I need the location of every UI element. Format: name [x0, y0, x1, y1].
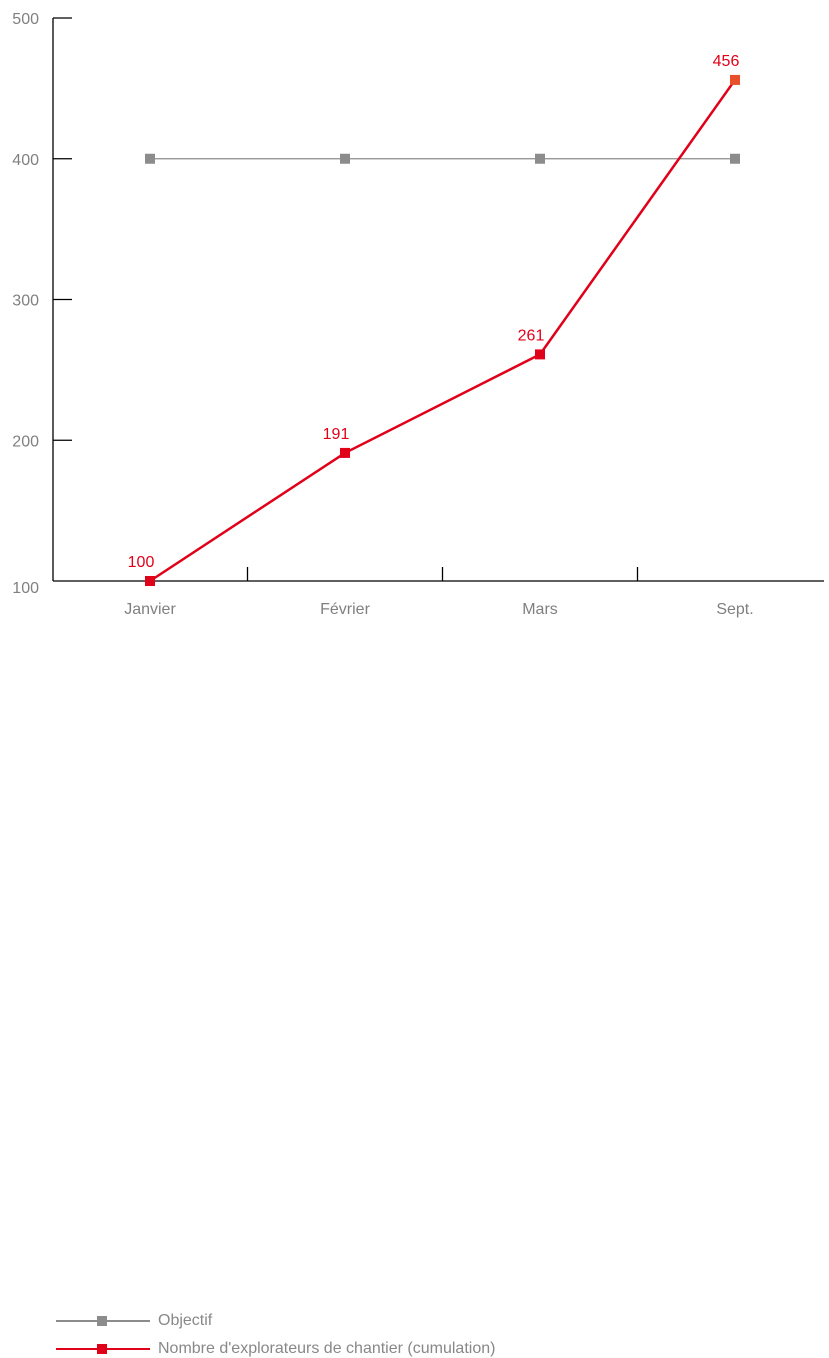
- data-point-0-3: [730, 153, 740, 164]
- x-tick-label: Mars: [522, 601, 558, 618]
- data-point-1-0: [145, 576, 155, 586]
- x-tick-label: Sept.: [716, 601, 753, 618]
- y-tick-label: 300: [12, 293, 39, 310]
- data-point-1-3: [730, 74, 740, 85]
- y-tick-label: 500: [12, 11, 39, 28]
- data-point-0-1: [340, 153, 350, 164]
- x-tick-label: Février: [320, 601, 370, 618]
- legend-label-objectif: Objectif: [158, 1312, 213, 1329]
- legend-item-explorateurs: Nombre d'explorateurs de chantier (cumul…: [56, 1339, 495, 1358]
- legend-marker-explorateurs: [97, 1344, 107, 1354]
- data-label-1-2: 261: [518, 327, 545, 344]
- series-line-1: [149, 79, 737, 583]
- data-label-1-0: 100: [128, 554, 155, 571]
- chart-canvas: 100 200 300 400 500 Janvier Février Mars Sept. 1…: [12, 11, 824, 618]
- legend-swatch-objectif: [56, 1311, 150, 1331]
- y-tick-label: 400: [12, 152, 39, 169]
- series-layer: 100 191 261 456: [128, 53, 740, 586]
- line-chart: 100 200 300 400 500 Janvier Février Mars Sept. 1…: [12, 11, 824, 1357]
- data-label-1-3: 456: [713, 53, 740, 70]
- axes: 100 200 300 400 500 Janvier Février Mars Sept.: [12, 11, 824, 618]
- data-point-1-2: [535, 349, 545, 360]
- legend-label-explorateurs: Nombre d'explorateurs de chantier (cumul…: [158, 1340, 496, 1357]
- data-label-1-1: 191: [323, 426, 350, 443]
- legend-item-objectif: Objectif: [56, 1311, 212, 1331]
- legend-marker-objectif: [97, 1316, 107, 1326]
- legend-swatch-explorateurs: [56, 1339, 150, 1358]
- y-tick-label: 100: [12, 580, 39, 597]
- data-point-0-2: [535, 153, 545, 164]
- data-point-1-1: [340, 447, 350, 458]
- x-tick-label: Janvier: [124, 601, 176, 618]
- data-point-0-0: [145, 153, 155, 164]
- y-tick-label: 200: [12, 433, 39, 450]
